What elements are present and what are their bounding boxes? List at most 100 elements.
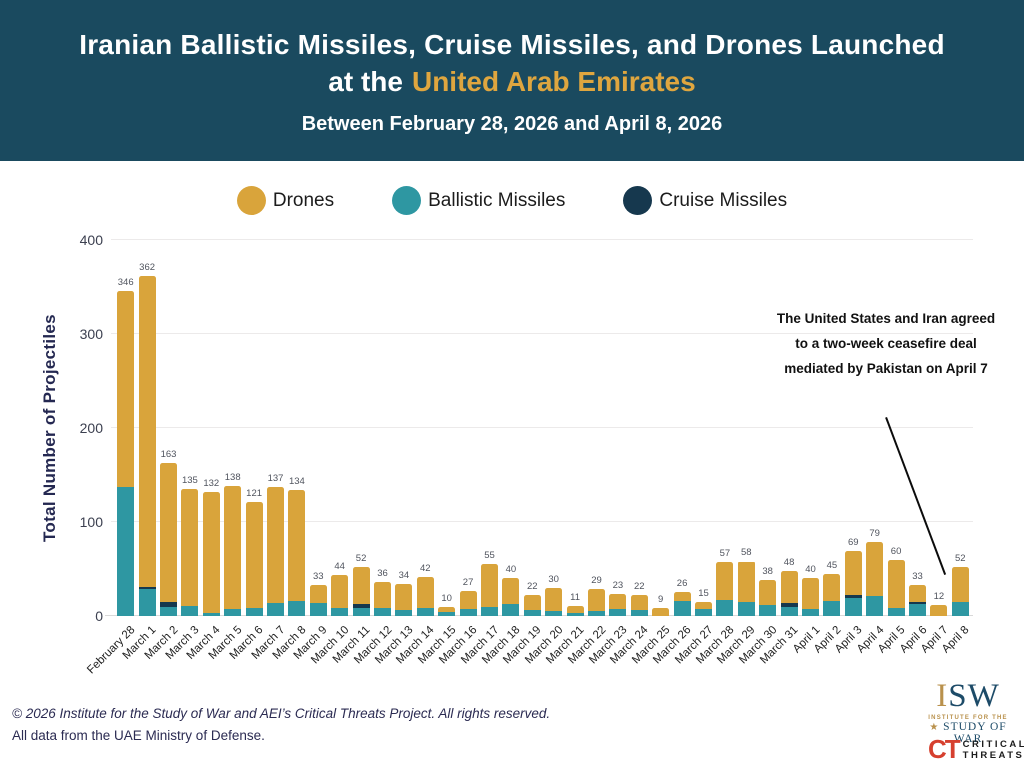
bar-value-label: 26 (676, 577, 688, 589)
segment-ballistic-missiles (288, 600, 306, 616)
segment-drones (416, 576, 434, 608)
segment-ballistic-missiles (245, 607, 263, 616)
bar-value-label: 11 (570, 591, 581, 603)
segment-drones (716, 562, 734, 601)
bar-value-label: 57 (719, 548, 731, 560)
bar-value-label: 12 (933, 590, 945, 602)
segment-ballistic-missiles (202, 613, 220, 616)
ceasefire-annotation: The United States and Iran agreed to a t… (776, 311, 996, 376)
segment-drones (374, 582, 391, 608)
legend-swatch-icon (392, 186, 422, 215)
segment-drones (630, 595, 648, 611)
bar-value-label: 55 (484, 550, 495, 562)
segment-drones (309, 584, 327, 603)
segment-cruise-missiles (352, 603, 370, 608)
segment-ballistic-missiles (523, 610, 541, 616)
segment-ballistic-missiles (545, 611, 563, 616)
segment-drones (844, 551, 862, 596)
isw-star-icon: ★ (929, 722, 940, 733)
segment-ballistic-missiles (759, 604, 777, 616)
segment-drones (909, 585, 926, 602)
bar-value-label: 135 (181, 475, 198, 487)
bar-value-label: 163 (160, 448, 177, 460)
segment-drones (481, 564, 498, 607)
bar-value-label: 42 (420, 562, 431, 574)
bar-value-label: 137 (267, 473, 284, 485)
segment-drones (459, 590, 477, 610)
segment-drones (438, 606, 456, 613)
chart-title-line2-prefix: at the (328, 66, 403, 97)
legend: Drones Ballistic Missiles Cruise Missiles (0, 186, 1024, 215)
gridline-100 (111, 521, 973, 522)
bar-value-label: 134 (288, 476, 305, 488)
bar-value-label: 48 (783, 556, 795, 568)
bar-value-label: 22 (634, 581, 645, 593)
legend-label: Ballistic Missiles (428, 189, 566, 211)
y-tick-200: 200 (79, 420, 103, 436)
bar-value-label: 27 (462, 576, 474, 588)
bar-value-label: 132 (203, 477, 220, 489)
segment-drones (138, 275, 156, 587)
segment-ballistic-missiles (395, 610, 413, 616)
segment-drones (288, 490, 306, 601)
segment-drones (224, 486, 242, 610)
bar-value-label: 362 (139, 261, 156, 273)
bar-value-label: 34 (398, 570, 410, 582)
segment-ballistic-missiles (160, 606, 177, 616)
segment-ballistic-missiles (609, 609, 627, 616)
chart-title-line2-highlight: United Arab Emirates (411, 66, 696, 97)
bar-value-label: 79 (869, 527, 880, 539)
segment-ballistic-missiles (416, 607, 434, 616)
bar-value-label: 40 (505, 564, 517, 576)
copyright-text: © 2026 Institute for the Study of War an… (12, 706, 551, 721)
segment-drones (887, 559, 905, 608)
segment-ballistic-missiles (780, 606, 798, 616)
segment-drones (951, 567, 969, 602)
segment-drones (695, 601, 712, 610)
segment-drones (523, 595, 541, 611)
segment-ballistic-missiles (673, 600, 691, 616)
segment-drones (823, 573, 841, 601)
bar-value-label: 29 (591, 574, 602, 586)
bar-value-label: 52 (355, 553, 367, 565)
segment-drones (588, 588, 605, 612)
bar-value-label: 346 (117, 276, 134, 288)
segment-drones (245, 502, 263, 608)
segment-drones (352, 567, 370, 604)
segment-ballistic-missiles (695, 609, 712, 616)
segment-ballistic-missiles (331, 608, 349, 616)
isw-sw: SW (948, 678, 1000, 714)
segment-drones (759, 580, 777, 605)
segment-ballistic-missiles (438, 612, 456, 616)
isw-ribbon-i: I (936, 678, 949, 714)
bar-value-label: 9 (658, 593, 664, 605)
bar-value-label: 69 (848, 537, 859, 549)
chart-subtitle: Between February 28, 2026 and April 8, 2… (301, 113, 723, 135)
y-tick-400: 400 (79, 232, 103, 248)
bar-value-label: 52 (955, 553, 966, 565)
segment-ballistic-missiles (823, 600, 841, 616)
data-source-text: All data from the UAE Ministry of Defens… (12, 728, 265, 743)
segment-drones (502, 578, 520, 604)
legend-swatch-icon (236, 186, 266, 215)
bar-value-label: 23 (612, 580, 624, 592)
bar-value-label: 36 (377, 568, 388, 580)
segment-ballistic-missiles (459, 609, 477, 616)
y-tick-300: 300 (79, 326, 103, 342)
segment-drones (160, 462, 177, 602)
segment-drones (802, 578, 819, 610)
bar-value-label: 15 (698, 587, 709, 599)
segment-ballistic-missiles (481, 606, 498, 616)
segment-drones (780, 570, 798, 603)
bar-value-label: 33 (313, 570, 324, 582)
segment-drones (652, 607, 670, 616)
segment-ballistic-missiles (181, 605, 199, 616)
segment-ballistic-missiles (866, 596, 884, 616)
bar-value-label: 33 (912, 570, 923, 582)
segment-drones (395, 584, 413, 611)
bar-value-label: 58 (741, 547, 752, 559)
segment-drones (267, 487, 284, 603)
bar-value-label: 22 (527, 581, 538, 593)
chart-title-line1: Iranian Ballistic Missiles, Cruise Missi… (79, 29, 945, 60)
